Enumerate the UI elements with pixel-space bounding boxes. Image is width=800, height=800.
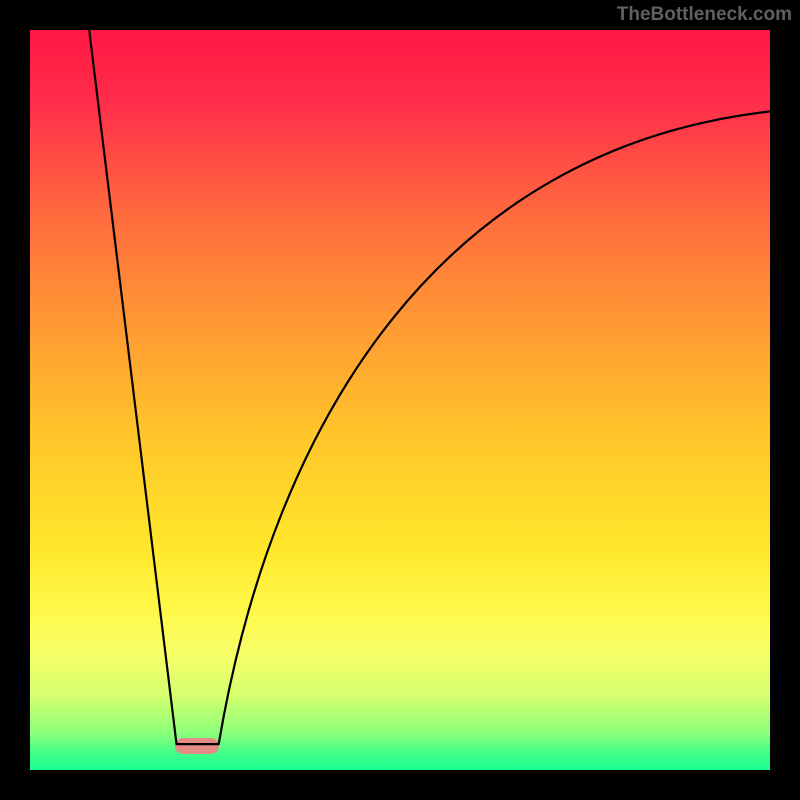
chart-canvas: TheBottleneck.com	[0, 0, 800, 800]
plot-area	[30, 30, 770, 770]
gradient-background	[30, 30, 770, 770]
bottleneck-marker	[175, 738, 219, 754]
watermark-text: TheBottleneck.com	[617, 4, 792, 26]
